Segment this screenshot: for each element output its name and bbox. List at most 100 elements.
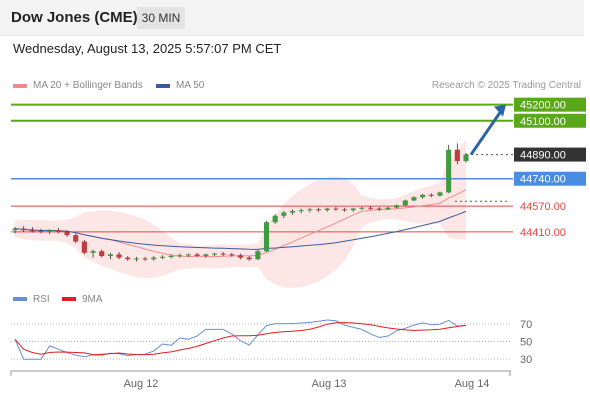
level-label: 45200.00: [520, 100, 566, 112]
candle-body: [229, 254, 235, 256]
candle-body: [446, 149, 452, 193]
rsi-ticks: 70 50 30: [520, 319, 532, 366]
candle-body: [246, 257, 252, 260]
rsi-panel: [11, 319, 510, 360]
legend-ma20-label: MA 20 + Bollinger Bands: [33, 80, 143, 91]
candle-body: [437, 192, 443, 196]
rsi-ma-swatch: [62, 297, 76, 301]
level-label: 44890.00: [520, 150, 566, 162]
candle-body: [185, 254, 192, 256]
ma50-swatch: [156, 83, 170, 88]
level-badge: [514, 171, 586, 186]
rsi-legend: RSI 9MA: [13, 294, 103, 305]
ma50-line: [14, 210, 467, 250]
level-label: 45100.00: [520, 116, 566, 128]
candle-body: [177, 255, 183, 257]
candle-body: [116, 254, 122, 258]
chart-header: Dow Jones (CME) 30 MIN: [0, 0, 584, 36]
x-tick-label: Aug 13: [312, 378, 347, 390]
bollinger-band-fill: [15, 140, 466, 289]
rsi-legend-label: RSI: [33, 294, 50, 305]
candle-body: [263, 222, 270, 252]
forecast-arrow-shaft: [469, 108, 504, 156]
legend-ma50: MA 50: [156, 80, 204, 91]
candle-body: [255, 251, 261, 260]
candle-body: [298, 210, 304, 212]
candle-body: [159, 256, 165, 258]
candle-body: [402, 200, 408, 206]
interval-button[interactable]: 30 MIN: [137, 7, 185, 29]
bollinger-bands: [15, 140, 466, 289]
forecast-arrow-head: [494, 104, 506, 117]
forecast-arrow: [469, 104, 506, 156]
candle-body: [394, 205, 400, 208]
candle-body: [47, 230, 53, 232]
legend-ma50-label: MA 50: [176, 80, 205, 91]
candle-body: [99, 251, 105, 257]
candle-body: [81, 241, 87, 253]
x-tick-label: Aug 14: [455, 378, 490, 390]
candlesticks: [12, 143, 469, 262]
copyright-note: Research © 2025 Trading Central: [431, 80, 581, 91]
candle-body: [220, 253, 226, 255]
candle-body: [168, 256, 174, 258]
candle-body: [55, 230, 61, 232]
timestamp: Wednesday, August 13, 2025 5:57:07 PM CE…: [13, 41, 282, 56]
candle-body: [307, 209, 313, 211]
candle-body: [376, 208, 382, 210]
x-axis: Aug 12 Aug 13 Aug 14: [10, 370, 511, 390]
candle-body: [333, 208, 339, 210]
x-tick-label: Aug 12: [124, 378, 159, 390]
rsi-tick-label: 50: [520, 337, 532, 349]
candle-body: [428, 194, 434, 196]
candle-body: [73, 235, 79, 242]
legend-ma20: MA 20 + Bollinger Bands: [13, 80, 143, 91]
candle-body: [420, 194, 426, 198]
candle-body: [385, 207, 391, 210]
rsi-line: [14, 319, 467, 360]
candle-body: [64, 231, 70, 236]
level-label: 44570.00: [520, 201, 566, 213]
level-badge: [514, 113, 586, 128]
level-badge: [514, 97, 586, 112]
rsi-ma-legend-label: 9MA: [82, 294, 103, 305]
candle-body: [29, 230, 35, 232]
candle-body: [107, 254, 113, 257]
rsi-tick-label: 30: [520, 354, 532, 366]
level-label: 44410.00: [520, 227, 566, 239]
rsi-tick-label: 70: [520, 319, 532, 331]
level-label: 44740.00: [520, 174, 566, 186]
candle-body: [142, 258, 148, 260]
candle-body: [133, 258, 139, 260]
candle-body: [38, 231, 44, 233]
candle-body: [359, 207, 365, 209]
candle-body: [454, 149, 460, 162]
price-levels: [11, 103, 513, 233]
candle-body: [12, 228, 18, 231]
ma20-swatch: [13, 83, 27, 88]
price-labels: 45200.00 45100.00 44890.00 44740.00 44570.00…: [514, 97, 586, 239]
rsi-swatch: [13, 297, 27, 301]
candle-body: [21, 228, 27, 231]
candle-body: [125, 257, 131, 260]
candle-body: [342, 209, 348, 211]
candle-body: [463, 154, 469, 162]
candle-body: [272, 215, 278, 223]
candle-body: [324, 208, 330, 211]
candle-body: [194, 254, 200, 257]
candle-body: [411, 197, 417, 201]
candle-body: [350, 208, 356, 211]
candle-body: [211, 253, 218, 255]
candle-body: [203, 254, 209, 257]
rsi-ma-line: [14, 322, 467, 356]
level-badge: [514, 147, 586, 162]
instrument-title: Dow Jones (CME): [11, 9, 138, 26]
candle-body: [316, 209, 322, 211]
candle-body: [90, 251, 96, 253]
candle-body: [237, 255, 244, 258]
candle-body: [289, 210, 296, 213]
candle-body: [151, 257, 157, 260]
candle-body: [281, 212, 287, 216]
candle-body: [368, 207, 374, 209]
